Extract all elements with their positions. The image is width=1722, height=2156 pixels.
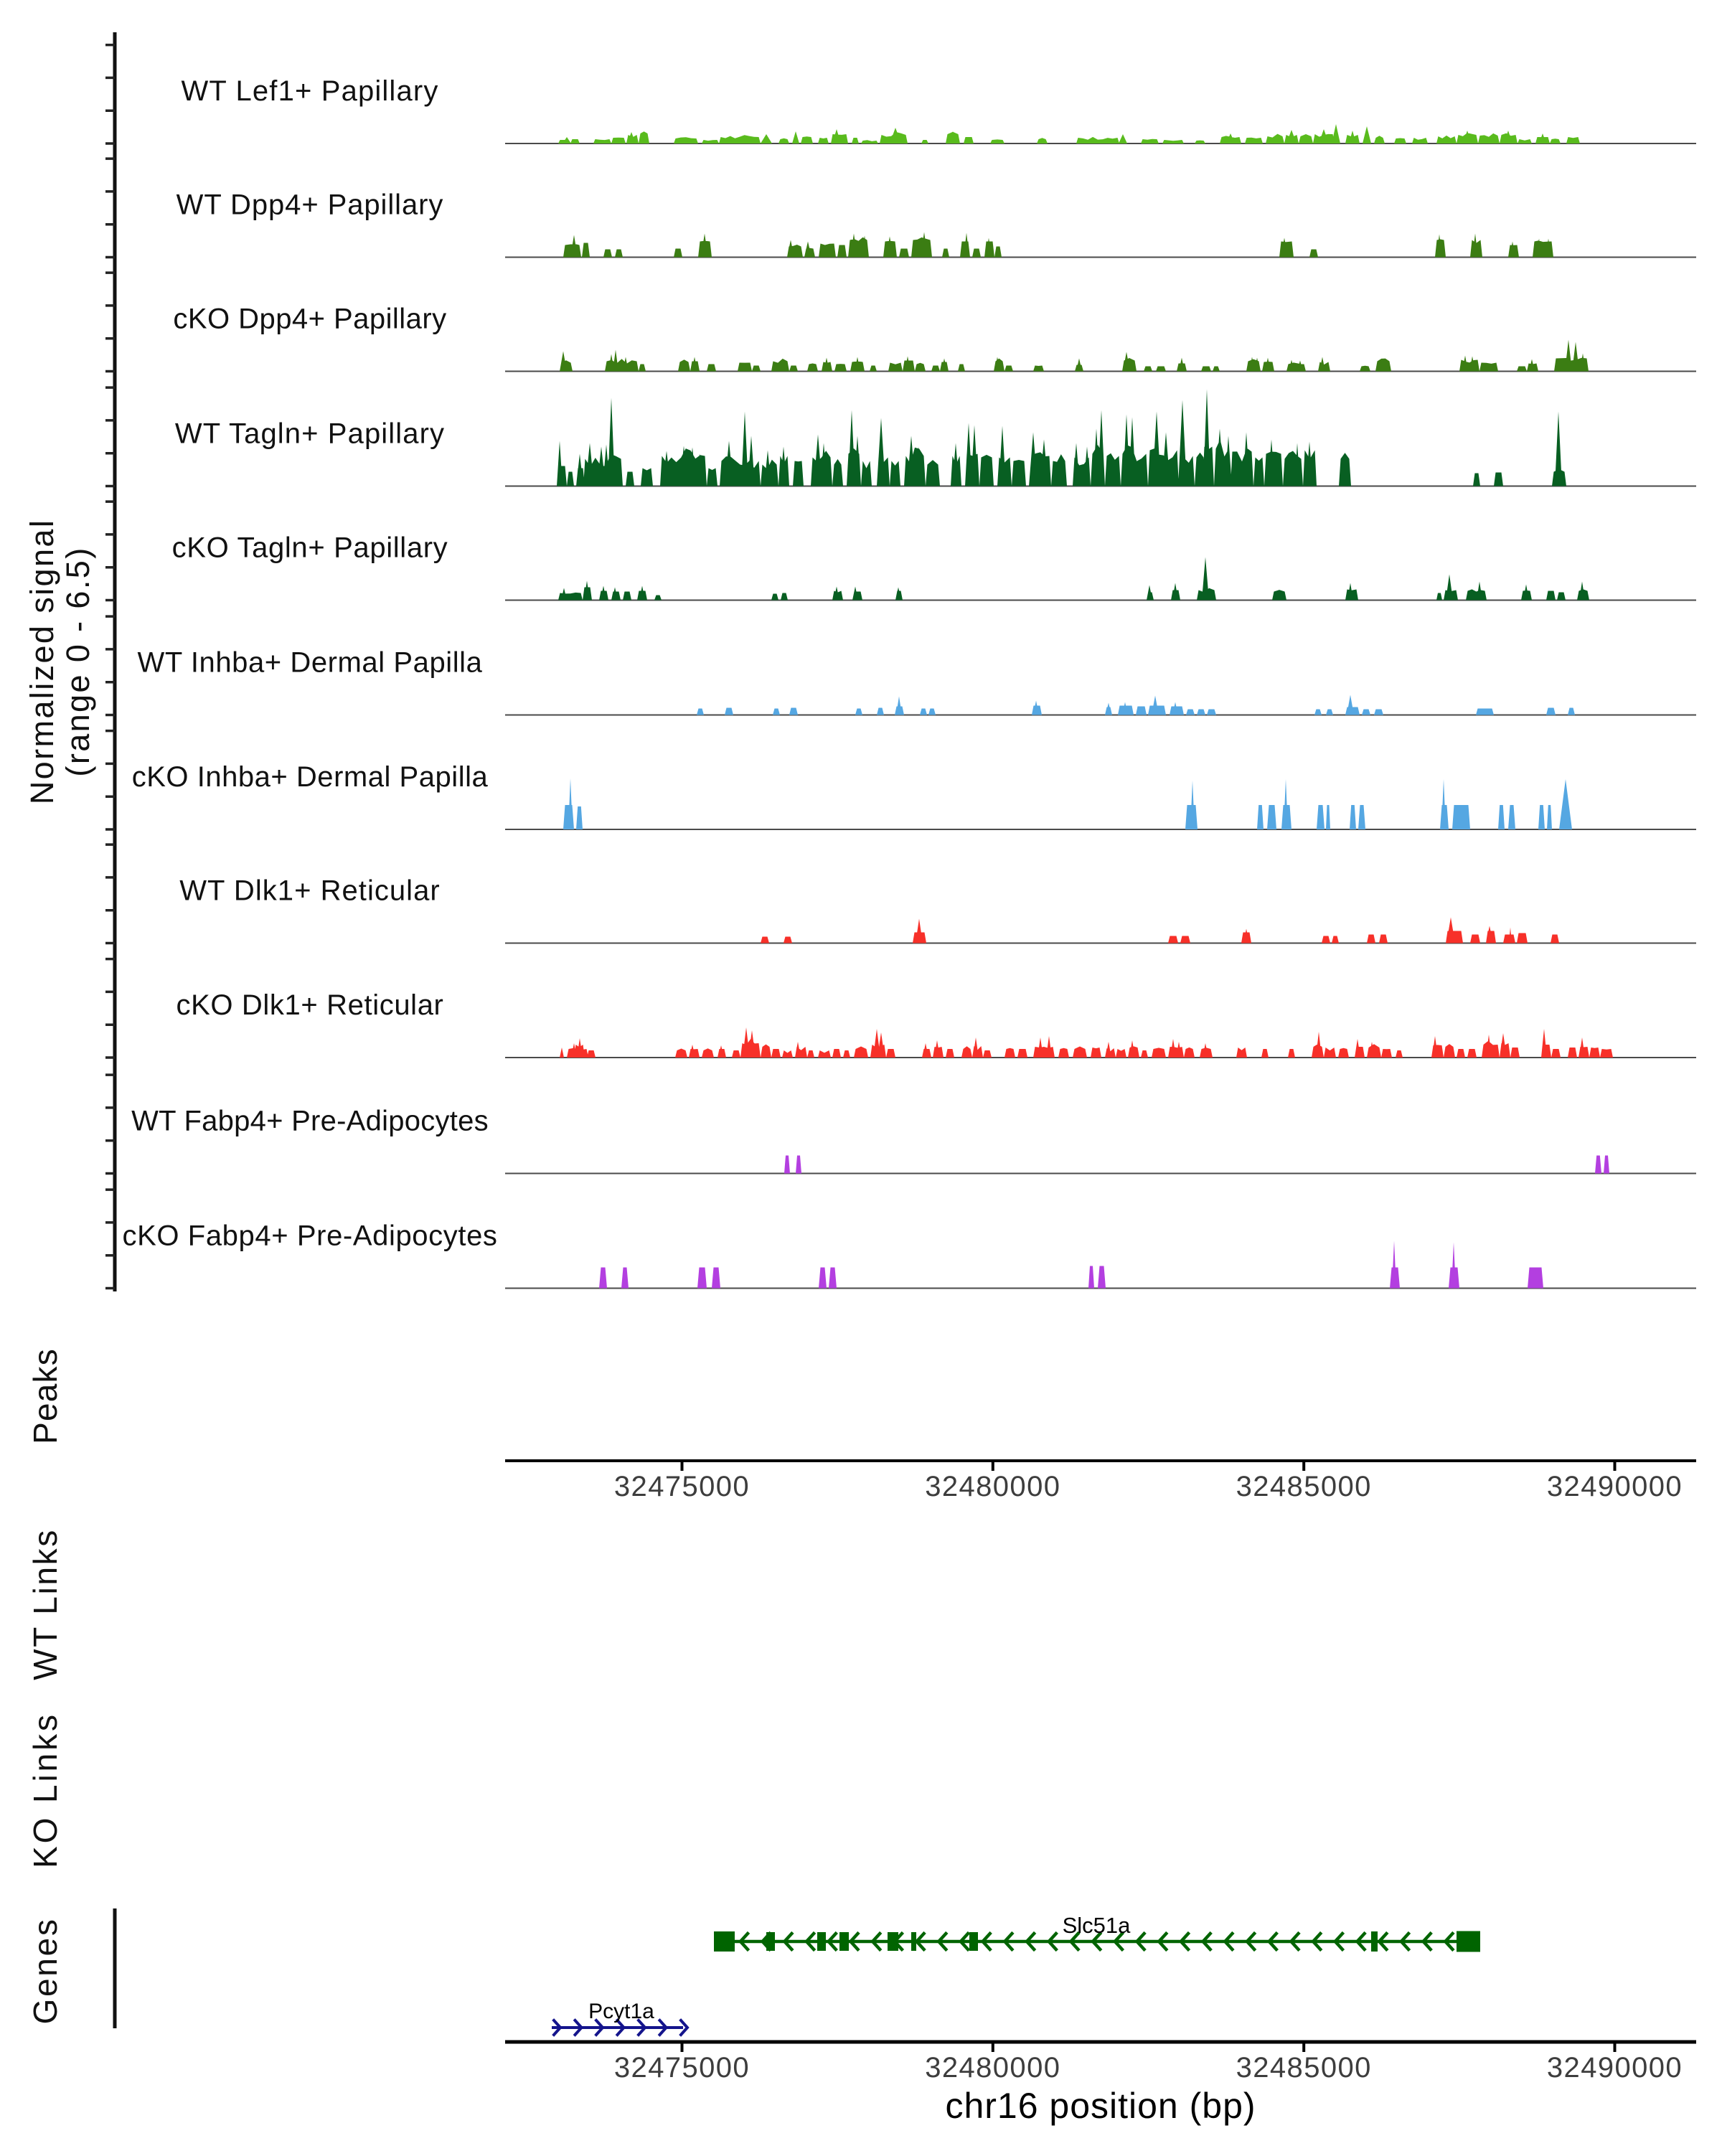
svg-text:cKO Fabp4+ Pre-Adipocytes: cKO Fabp4+ Pre-Adipocytes xyxy=(122,1220,497,1252)
svg-text:WT Dlk1+ Reticular: WT Dlk1+ Reticular xyxy=(179,875,440,907)
svg-text:(range 0 - 6.5): (range 0 - 6.5) xyxy=(60,546,96,776)
svg-text:cKO Dlk1+ Reticular: cKO Dlk1+ Reticular xyxy=(176,989,443,1021)
svg-text:WT Fabp4+ Pre-Adipocytes: WT Fabp4+ Pre-Adipocytes xyxy=(131,1106,489,1137)
svg-text:cKO Dpp4+ Papillary: cKO Dpp4+ Papillary xyxy=(173,303,446,335)
svg-text:Genes: Genes xyxy=(27,1917,64,2024)
svg-text:Peaks: Peaks xyxy=(27,1348,64,1444)
svg-text:WT Tagln+ Papillary: WT Tagln+ Papillary xyxy=(175,418,445,450)
svg-text:32490000: 32490000 xyxy=(1547,2052,1683,2084)
svg-text:chr16 position (bp): chr16 position (bp) xyxy=(945,2086,1256,2126)
svg-text:Pcyt1a: Pcyt1a xyxy=(588,2000,654,2023)
svg-text:32480000: 32480000 xyxy=(925,1471,1060,1502)
svg-text:WT Links: WT Links xyxy=(27,1528,64,1680)
svg-text:KO Links: KO Links xyxy=(27,1712,64,1868)
svg-text:32475000: 32475000 xyxy=(614,2052,750,2084)
svg-text:WT Dpp4+ Papillary: WT Dpp4+ Papillary xyxy=(177,189,444,221)
svg-text:32475000: 32475000 xyxy=(614,1471,750,1502)
svg-text:32485000: 32485000 xyxy=(1236,1471,1372,1502)
svg-text:WT Lef1+ Papillary: WT Lef1+ Papillary xyxy=(181,75,438,107)
svg-text:WT Inhba+ Dermal Papilla: WT Inhba+ Dermal Papilla xyxy=(138,647,483,679)
svg-text:Slc51a: Slc51a xyxy=(1063,1913,1131,1938)
svg-text:32490000: 32490000 xyxy=(1547,1471,1683,1502)
svg-text:32480000: 32480000 xyxy=(925,2052,1060,2084)
svg-text:cKO Tagln+ Papillary: cKO Tagln+ Papillary xyxy=(172,532,448,564)
svg-text:cKO Inhba+ Dermal Papilla: cKO Inhba+ Dermal Papilla xyxy=(132,761,489,793)
svg-text:32485000: 32485000 xyxy=(1236,2052,1372,2084)
svg-text:Normalized signal: Normalized signal xyxy=(24,519,60,804)
